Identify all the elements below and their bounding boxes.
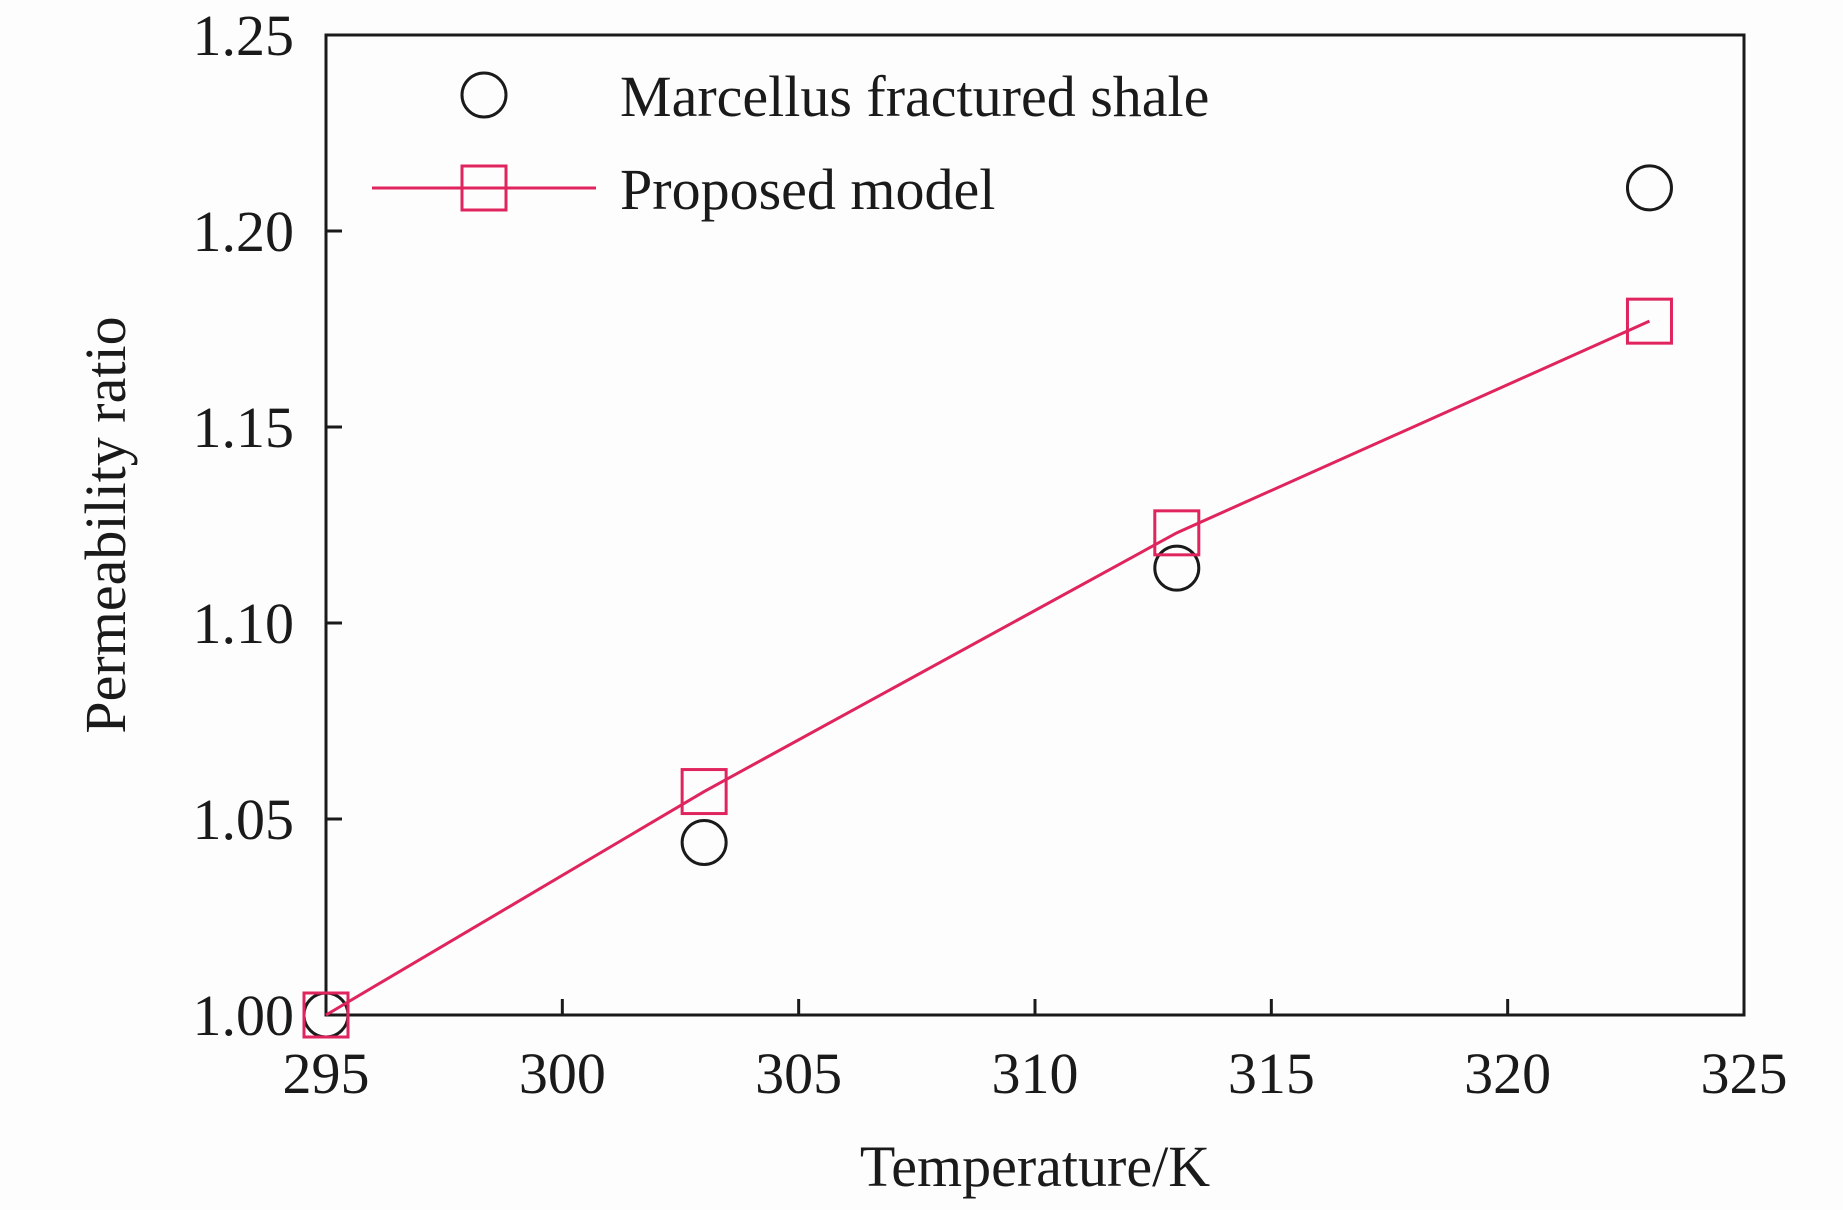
y-tick-label: 1.25: [193, 3, 295, 68]
legend-label: Proposed model: [620, 157, 995, 222]
y-axis: 1.00 1.05 1.10 1.15 1.20 1.25: [193, 3, 342, 1048]
legend: Marcellus fractured shale Proposed model: [372, 64, 1209, 222]
legend-square-marker: [460, 164, 508, 212]
y-tick-label: 1.10: [193, 591, 295, 656]
series-layer: [302, 164, 1673, 1039]
legend-entry: Proposed model: [372, 157, 995, 222]
x-axis: 295 300 305 310 315 320 325: [283, 999, 1788, 1106]
x-tick-label: 315: [1228, 1041, 1315, 1106]
x-tick-label: 320: [1464, 1041, 1551, 1106]
x-tick-label: 325: [1701, 1041, 1788, 1106]
x-tick-label: 300: [519, 1041, 606, 1106]
data-point-circle: [680, 819, 728, 867]
data-point-square: [680, 768, 728, 816]
y-tick-label: 1.00: [193, 983, 295, 1048]
x-tick-label: 295: [283, 1041, 370, 1106]
legend-entry: Marcellus fractured shale: [460, 64, 1209, 129]
legend-circle-marker: [460, 71, 508, 119]
legend-label: Marcellus fractured shale: [620, 64, 1209, 129]
data-point-circle: [1153, 544, 1201, 592]
y-tick-label: 1.15: [193, 395, 295, 460]
data-point-circle: [1625, 164, 1673, 212]
data-point-square: [302, 991, 350, 1039]
plot-frame: [324, 33, 1746, 1017]
x-axis-title: Temperature/K: [860, 1134, 1210, 1199]
data-point-square: [1153, 509, 1201, 557]
x-tick-label: 305: [755, 1041, 842, 1106]
y-tick-label: 1.20: [193, 199, 295, 264]
series-line: [325, 319, 1651, 1017]
y-tick-label: 1.05: [193, 787, 295, 852]
series-model: [302, 297, 1673, 1039]
y-axis-title: Permeability ratio: [73, 316, 138, 733]
data-point-square: [1625, 297, 1673, 345]
x-tick-label: 310: [992, 1041, 1079, 1106]
